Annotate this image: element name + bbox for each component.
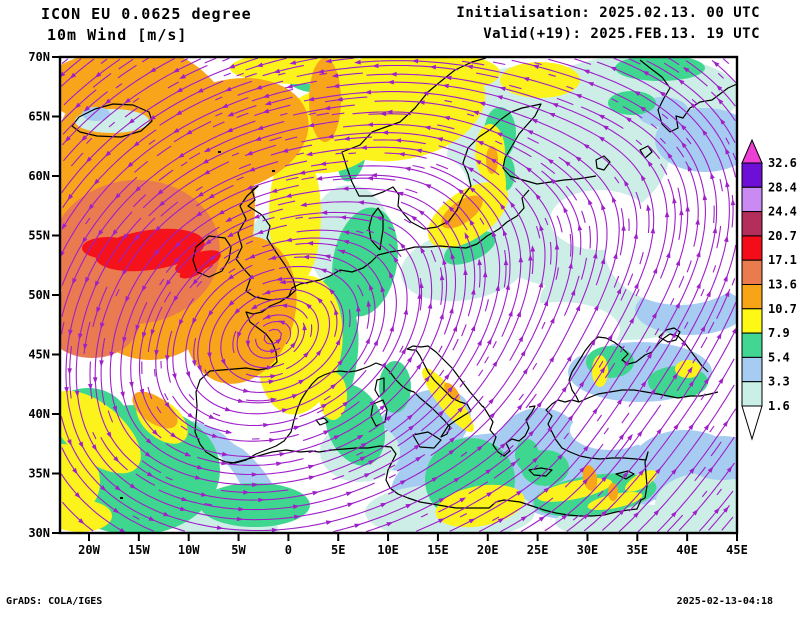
colorbar-value-label: 17.1 bbox=[768, 253, 797, 267]
run-valid-time: Valid(+19): 2025.FEB.13. 19 UTC bbox=[483, 26, 760, 42]
wind-speed-region bbox=[684, 436, 737, 480]
colorbar-block bbox=[741, 211, 763, 237]
wind-speed-region bbox=[60, 282, 140, 358]
wind-speed-region bbox=[592, 355, 608, 387]
wind-speed-shading-layer bbox=[60, 57, 737, 533]
wind-speed-region bbox=[515, 439, 539, 471]
title-model: ICON EU 0.0625 degree bbox=[41, 5, 252, 23]
axis-labels: 70N 65N 60N 55N 50N 45N 40N 35N 30N 20W 15W 10W 5W 0 5… bbox=[28, 50, 748, 557]
colorbar-value-label: 7.9 bbox=[768, 326, 790, 340]
wind-speed-region bbox=[570, 410, 650, 450]
wind-speed-region bbox=[444, 382, 460, 402]
wind-speed-region bbox=[132, 391, 178, 429]
lat-axis-label: 70N bbox=[28, 50, 50, 64]
lat-axis-label: 60N bbox=[28, 169, 50, 183]
coastline-path bbox=[528, 467, 553, 477]
coastline-path bbox=[315, 417, 329, 426]
lon-axis-label: 35E bbox=[626, 543, 648, 557]
footer-creation-timestamp: 2025-02-13-04:18 bbox=[676, 596, 773, 607]
colorbar-block bbox=[741, 381, 763, 407]
small-island bbox=[218, 151, 221, 153]
lon-axis-label: 5W bbox=[231, 543, 246, 557]
wind-speed-region bbox=[655, 473, 737, 533]
colorbar-top-arrow bbox=[741, 138, 763, 164]
coastline-path bbox=[341, 57, 597, 230]
colorbar-block bbox=[741, 308, 763, 334]
colorbar-block bbox=[741, 186, 763, 213]
lon-axis-label: 25E bbox=[527, 543, 549, 557]
streamline-layer bbox=[60, 57, 737, 533]
wind-speed-region bbox=[582, 465, 598, 491]
coastline-path bbox=[568, 379, 580, 403]
small-island bbox=[120, 497, 123, 499]
colorbar-value-label: 13.6 bbox=[768, 278, 797, 292]
coastline-path bbox=[368, 207, 384, 251]
coastline-path bbox=[595, 155, 611, 171]
footer-grads-credit: GrADS: COLA/IGES bbox=[6, 596, 103, 607]
wind-speed-region bbox=[175, 250, 221, 274]
colorbar-value-label: 3.3 bbox=[768, 375, 790, 389]
wind-speed-region bbox=[550, 190, 650, 250]
wind-speed-region bbox=[587, 492, 643, 510]
lat-axis-label: 30N bbox=[28, 526, 50, 540]
lon-axis-label: 20W bbox=[78, 543, 100, 557]
coastline-path bbox=[615, 470, 635, 480]
coastline-path bbox=[194, 189, 530, 464]
lat-axis-label: 65N bbox=[28, 110, 50, 124]
wind-speed-region bbox=[675, 360, 701, 378]
lon-axis-label: 5E bbox=[331, 543, 345, 557]
lat-axis-label: 40N bbox=[28, 407, 50, 421]
wind-speed-region bbox=[422, 367, 474, 433]
coastline-path bbox=[639, 59, 737, 133]
wind-speed-region bbox=[379, 361, 411, 413]
wind-speed-region bbox=[309, 58, 341, 142]
colorbar-value-label: 20.7 bbox=[768, 229, 797, 243]
colorbar-value-label: 5.4 bbox=[768, 350, 790, 364]
lon-axis-label: 30E bbox=[577, 543, 599, 557]
lon-axis-label: 20E bbox=[477, 543, 499, 557]
colorbar: 32.6 28.4 24.4 20.7 17.1 13.6 10.7 7.9 5.4 3.3 1.6 bbox=[741, 138, 797, 441]
colorbar-block bbox=[741, 332, 763, 358]
wind-speed-region bbox=[269, 145, 321, 285]
colorbar-block bbox=[741, 284, 763, 310]
colorbar-value-label: 28.4 bbox=[768, 180, 797, 194]
wind-speed-region bbox=[441, 195, 483, 229]
wind-speed-region bbox=[60, 390, 141, 474]
colorbar-block bbox=[741, 162, 763, 188]
title-field: 10m Wind [m/s] bbox=[47, 26, 188, 44]
wind-speed-region bbox=[60, 500, 112, 532]
small-island bbox=[272, 170, 275, 172]
lat-axis-label: 45N bbox=[28, 348, 50, 362]
colorbar-block bbox=[741, 259, 763, 286]
colorbar-value-label: 1.6 bbox=[768, 399, 790, 413]
lon-axis-label: 0 bbox=[285, 543, 292, 557]
wind-speed-region bbox=[200, 483, 310, 527]
coastline-path bbox=[658, 327, 681, 343]
lon-axis-label: 45E bbox=[726, 543, 748, 557]
lat-axis-label: 35N bbox=[28, 467, 50, 481]
colorbar-block bbox=[741, 235, 763, 261]
colorbar-value-label: 24.4 bbox=[768, 205, 797, 219]
coastline-path bbox=[482, 405, 536, 457]
wind-speed-region bbox=[608, 483, 618, 501]
run-initialisation: Initialisation: 2025.02.13. 00 UTC bbox=[456, 5, 760, 21]
lon-axis-label: 15W bbox=[128, 543, 150, 557]
lon-axis-label: 10W bbox=[178, 543, 200, 557]
lat-axis-label: 55N bbox=[28, 229, 50, 243]
wind-speed-region bbox=[625, 470, 657, 492]
colorbar-value-label: 32.6 bbox=[768, 156, 797, 170]
wind-speed-region bbox=[435, 484, 525, 528]
colorbar-block bbox=[741, 356, 763, 383]
colorbar-value-label: 10.7 bbox=[768, 302, 797, 316]
lon-axis-label: 40E bbox=[676, 543, 698, 557]
wind-speed-region bbox=[179, 265, 205, 279]
coastline-path bbox=[545, 389, 719, 433]
coastline-path bbox=[71, 103, 153, 138]
colorbar-bottom-arrow bbox=[741, 405, 763, 441]
lon-axis-label: 10E bbox=[377, 543, 399, 557]
lon-axis-label: 15E bbox=[427, 543, 449, 557]
lat-axis-label: 50N bbox=[28, 288, 50, 302]
